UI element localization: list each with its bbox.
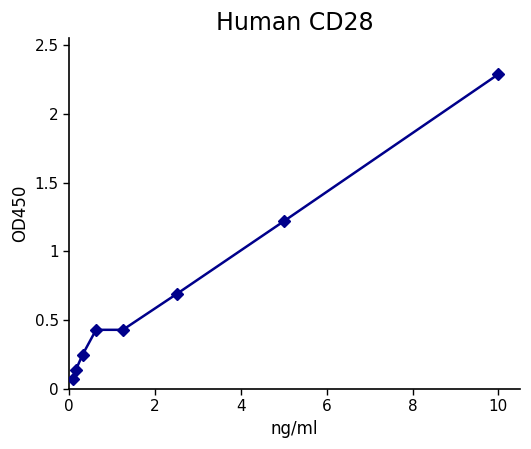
Y-axis label: OD450: OD450: [11, 185, 29, 242]
Title: Human CD28: Human CD28: [216, 11, 373, 35]
X-axis label: ng/ml: ng/ml: [271, 420, 318, 438]
